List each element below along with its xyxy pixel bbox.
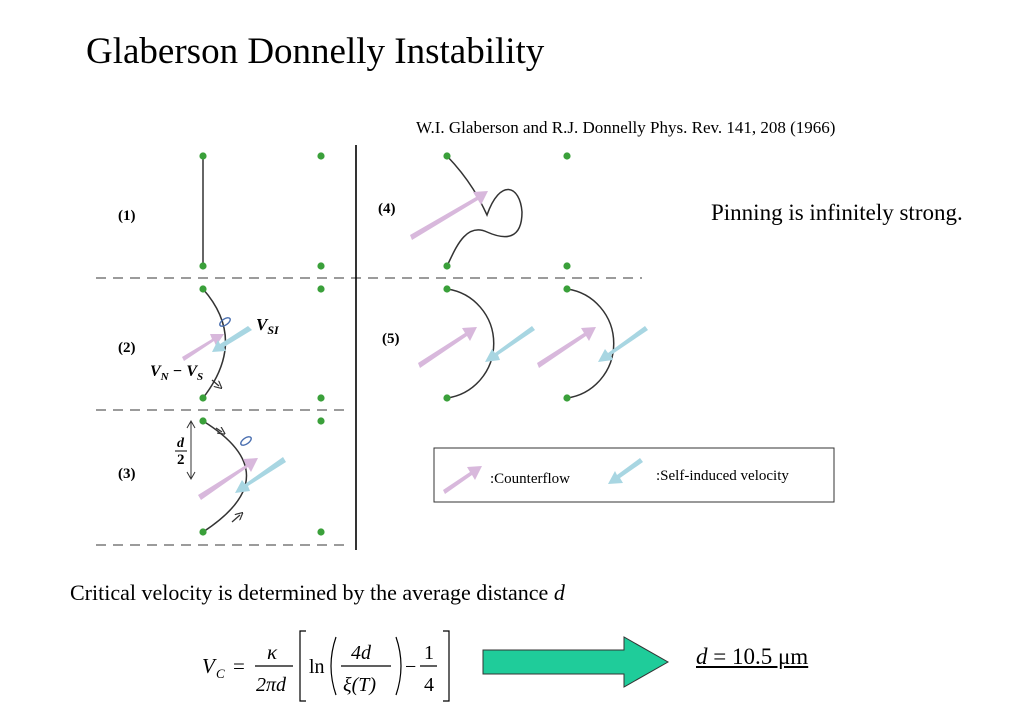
pinning-note: Pinning is infinitely strong. — [711, 200, 963, 225]
panel-label-4: (4) — [378, 201, 396, 217]
vortex-line-semicircle-a — [446, 288, 495, 399]
pin-dot — [563, 394, 571, 402]
page-title: Glaberson Donnelly Instability — [86, 31, 545, 72]
self-induced-arrow-5a — [485, 326, 535, 362]
self-induced-arrow — [212, 326, 252, 352]
pinning-sites — [199, 152, 571, 536]
half-distance-denominator: 2 — [177, 452, 185, 468]
bracket-arrow-top — [186, 419, 196, 429]
legend-box — [433, 447, 835, 503]
formula-minus: − — [405, 656, 416, 678]
formula-left-bracket — [299, 630, 306, 702]
d-result-value: = 10.5 μm — [707, 644, 809, 669]
pin-dot — [443, 152, 451, 160]
pin-dot — [317, 528, 325, 536]
self-induced-arrow-5b — [598, 326, 648, 362]
result-arrow-icon — [482, 636, 670, 688]
pin-dot — [443, 394, 451, 402]
circulation-loop-icon-3 — [240, 436, 252, 446]
pin-dot — [199, 528, 207, 536]
legend-self-induced-label: :Self-induced velocity — [656, 468, 789, 484]
formula-one: 1 — [424, 642, 434, 664]
vortex-direction-arrow — [211, 379, 219, 386]
critical-note-text: Critical velocity is determined by the a… — [70, 580, 554, 605]
formula-xi: ξ(T) — [343, 674, 376, 696]
critical-velocity-formula: V C = κ 2πd ln 4d ξ(T) − 1 4 — [202, 630, 450, 702]
d-result: d = 10.5 μm — [696, 644, 808, 670]
pin-dot — [563, 262, 571, 270]
pin-dot — [199, 262, 207, 270]
vsi-label: VSI — [256, 315, 280, 337]
pin-dot — [443, 262, 451, 270]
formula-ln: ln — [309, 656, 325, 678]
formula-equals: = — [233, 654, 245, 678]
counterflow-arrow-5a — [418, 327, 477, 368]
panel-label-1: (1) — [118, 208, 136, 224]
formula-right-bracket — [443, 630, 450, 702]
panel-label-2: (2) — [118, 340, 136, 356]
counterflow-arrow — [182, 334, 224, 361]
pin-dot — [199, 285, 207, 293]
pin-dot — [199, 152, 207, 160]
formula-four: 4 — [424, 674, 434, 696]
self-induced-arrow-3 — [235, 457, 286, 493]
counterflow-arrow-4 — [410, 191, 488, 240]
formula-4d: 4d — [351, 642, 372, 664]
pin-dot — [317, 152, 325, 160]
pin-dot — [443, 285, 451, 293]
formula-lhs-sub: C — [216, 666, 225, 681]
counterflow-arrow-5b — [537, 327, 596, 368]
vortex-direction-arrow-3b — [215, 428, 222, 432]
pin-dot — [317, 262, 325, 270]
pin-dot — [317, 285, 325, 293]
counterflow-arrow-3 — [198, 458, 258, 500]
vortex-line-semicircle-b — [566, 288, 615, 399]
legend-counterflow-arrow — [443, 466, 482, 494]
pin-dot — [317, 394, 325, 402]
formula-left-paren — [330, 636, 337, 696]
half-distance-numerator: d — [177, 436, 185, 451]
formula-denominator: 2πd — [256, 674, 287, 696]
vn-minus-vs-label: VN − VS — [150, 363, 203, 383]
pin-dot — [199, 394, 207, 402]
panel-label-3: (3) — [118, 466, 136, 482]
formula-right-paren — [395, 636, 402, 696]
legend-counterflow-label: :Counterflow — [490, 471, 570, 487]
legend-self-induced-arrow — [608, 458, 643, 484]
pin-dot — [199, 417, 207, 425]
reference-citation: W.I. Glaberson and R.J. Donnelly Phys. R… — [416, 118, 836, 137]
pin-dot — [563, 285, 571, 293]
d-result-variable: d — [696, 644, 708, 669]
vortex-direction-arrow-3 — [231, 515, 240, 523]
critical-note-variable: d — [553, 580, 565, 605]
pin-dot — [563, 152, 571, 160]
dashed-separators — [96, 277, 642, 546]
pin-dot — [317, 417, 325, 425]
circulation-loop-icon — [219, 317, 231, 327]
formula-lhs: V — [202, 654, 217, 678]
bracket-arrow-bottom — [186, 471, 196, 481]
formula-kappa: κ — [267, 640, 278, 664]
critical-velocity-note: Critical velocity is determined by the a… — [70, 580, 565, 606]
panel-label-5: (5) — [382, 331, 400, 347]
